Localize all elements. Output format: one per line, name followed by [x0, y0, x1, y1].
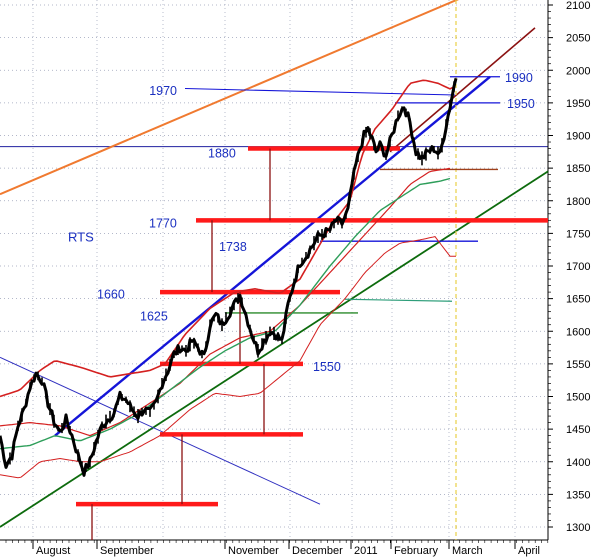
price-line	[0, 77, 458, 477]
x-tick-label: November	[228, 545, 279, 557]
y-tick-label: 1300	[566, 522, 590, 534]
y-tick-label: 1500	[566, 392, 590, 404]
y-tick-label: 1350	[566, 489, 590, 501]
y-tick-label: 1650	[566, 294, 590, 306]
label-1625: 1625	[140, 310, 168, 324]
x-tick-label: February	[394, 545, 439, 557]
x-tick-label: 2011	[354, 545, 378, 557]
y-tick-label: 2100	[566, 0, 590, 12]
x-tick-label: August	[36, 545, 70, 557]
label-1950: 1950	[507, 97, 535, 111]
grid	[0, 0, 548, 540]
annotations: 1970 1990 1950 1880 1770 1738 1660 1625 1550 RTS	[68, 71, 535, 374]
bollinger-middle-band	[0, 167, 451, 437]
orange-channel-line	[0, 0, 459, 196]
blue-uptrend-line	[54, 75, 491, 437]
label-1550: 1550	[313, 360, 341, 374]
y-tick-label: 1450	[566, 424, 590, 436]
y-tick-label: 2050	[566, 33, 590, 45]
overlays	[0, 0, 549, 541]
price-series	[0, 77, 458, 477]
y-tick-label: 1750	[566, 228, 590, 240]
series-label-rts: RTS	[68, 230, 94, 245]
label-1880: 1880	[208, 146, 236, 160]
x-tick-label: December	[292, 545, 343, 557]
bollinger-lower-band	[0, 236, 456, 479]
level-1970-line	[184, 88, 456, 96]
label-1990: 1990	[505, 71, 533, 85]
y-tick-label: 1900	[566, 131, 590, 143]
y-tick-label: 1800	[566, 196, 590, 208]
x-tick-label: April	[518, 545, 540, 557]
y-tick-label: 1600	[566, 326, 590, 338]
green-trend-line	[0, 170, 549, 528]
label-1660: 1660	[97, 287, 125, 301]
x-tick-label: March	[452, 545, 483, 557]
y-axis: 1300 1350 1400 1450 1500 1550 1600 1650 1700 1750…	[547, 0, 590, 540]
x-tick-label: September	[100, 545, 154, 557]
blue-downtrend-line	[0, 356, 321, 505]
label-1770: 1770	[149, 216, 177, 230]
moving-average	[0, 177, 451, 450]
bollinger-upper-band	[0, 79, 457, 398]
y-tick-label: 1950	[566, 98, 590, 110]
label-1970: 1970	[149, 84, 177, 98]
label-1738: 1738	[219, 240, 247, 254]
x-axis: August September November December 2011 Febru…	[0, 539, 549, 557]
y-tick-label: 1850	[566, 163, 590, 175]
y-tick-label: 1550	[566, 359, 590, 371]
y-tick-label: 1400	[566, 457, 590, 469]
level-1647-line	[344, 298, 453, 302]
darkred-channel-line	[389, 27, 536, 153]
y-tick-label: 2000	[566, 65, 590, 77]
y-tick-label: 1700	[566, 261, 590, 273]
